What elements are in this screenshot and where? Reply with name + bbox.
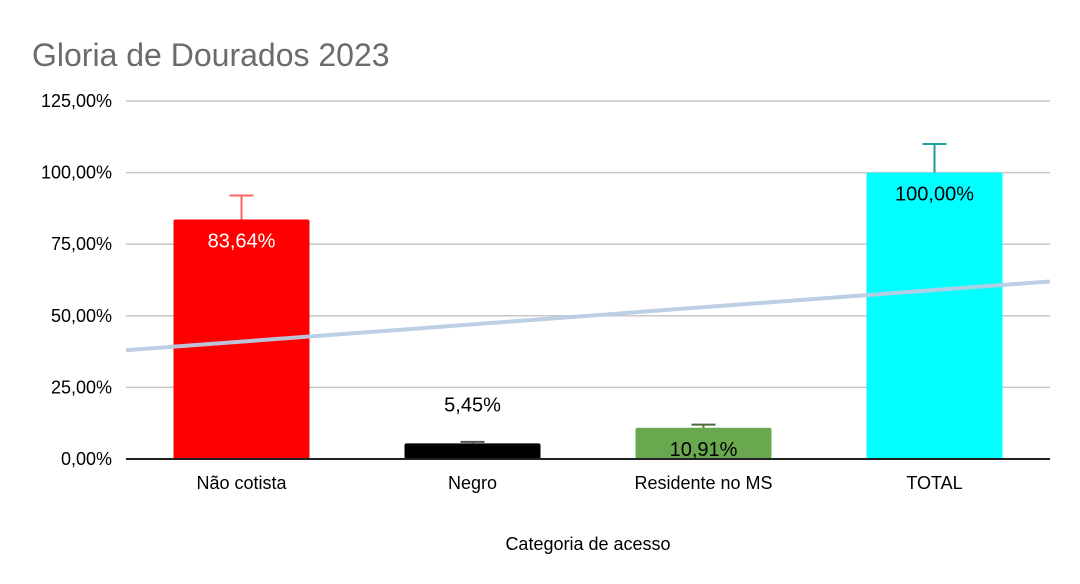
y-tick-label: 25,00% <box>51 377 112 397</box>
data-label: 100,00% <box>895 184 974 206</box>
data-labels: 83,64% 5,45% 10,91% 100,00% <box>208 184 975 461</box>
bar <box>635 427 772 459</box>
y-tick-label: 0,00% <box>61 449 112 469</box>
x-tick-label: Negro <box>448 473 497 493</box>
bar <box>173 219 310 459</box>
data-label: 10,91% <box>670 439 738 461</box>
x-tick-label: TOTAL <box>906 473 962 493</box>
bar <box>404 443 541 459</box>
data-label: 83,64% <box>208 230 276 252</box>
y-tick-label: 75,00% <box>51 234 112 254</box>
chart-title: Gloria de Dourados 2023 <box>32 37 390 73</box>
x-axis-label: Categoria de acesso <box>505 534 670 554</box>
x-tick-label: Não cotista <box>196 473 287 493</box>
error-bars <box>229 142 947 444</box>
trendline-line <box>125 279 1051 353</box>
y-tick-label: 50,00% <box>51 306 112 326</box>
bars <box>173 172 1003 459</box>
trendline <box>125 279 1051 353</box>
y-tick-label: 100,00% <box>41 163 112 183</box>
x-tick-label: Residente no MS <box>634 473 772 493</box>
y-tick-label: 125,00% <box>41 91 112 111</box>
y-axis-ticks: 0,00% 25,00% 50,00% 75,00% 100,00% 125,00% <box>41 91 112 469</box>
x-axis-categories: Não cotista Negro Residente no MS TOTAL <box>196 473 962 493</box>
data-label: 5,45% <box>444 394 501 416</box>
bar <box>866 172 1003 459</box>
